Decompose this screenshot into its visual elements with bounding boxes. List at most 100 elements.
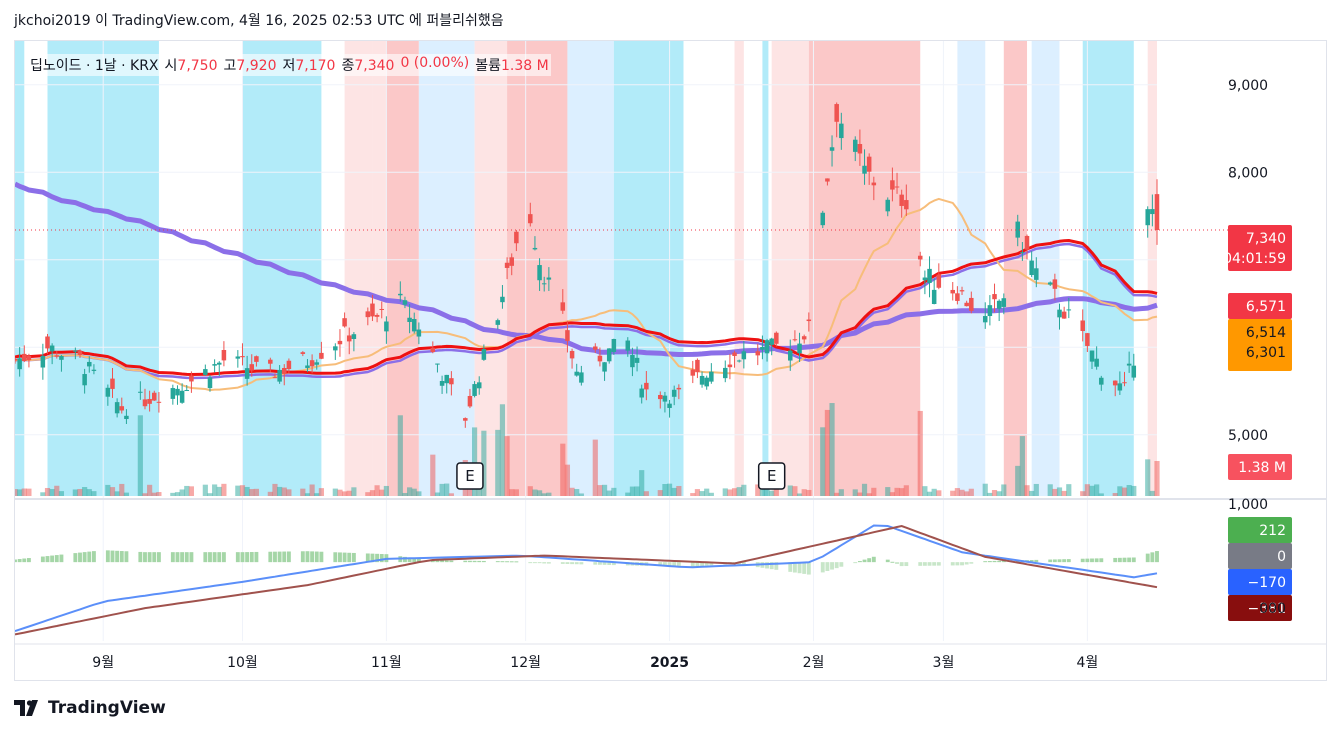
volume-bar [1015, 465, 1021, 496]
volume-bar [337, 489, 343, 496]
volume-bar [15, 489, 18, 496]
signal-band [771, 41, 809, 496]
candle-body [1117, 383, 1123, 391]
candle-body [1034, 268, 1039, 280]
candle-body [1024, 235, 1030, 250]
volume-bar [202, 484, 208, 496]
macd-axis-tick: 1,000 [1228, 497, 1268, 513]
candle-body [917, 255, 923, 260]
volume-bar [829, 403, 835, 496]
volume-bar [639, 470, 645, 496]
tradingview-logo[interactable]: TradingView [14, 698, 166, 718]
legend-high-label: 고 [223, 58, 237, 74]
volume-bar [866, 493, 872, 496]
ma-tag: 6,301 [1246, 345, 1286, 361]
time-axis-label: 2025 [650, 655, 689, 671]
candle-body [40, 355, 46, 368]
macd-histogram-bar [249, 552, 254, 563]
candle-body [579, 372, 584, 383]
volume-bar [58, 491, 65, 496]
chart-canvas[interactable]: E E 9,000 8,000 5,000 1,000 9월 10월 11월 12월 2025 2월 3… [15, 41, 1326, 680]
volume-bar [249, 489, 255, 496]
legend-low: 7,170 [295, 58, 336, 74]
macd-histogram-bar [430, 560, 435, 563]
volume-bar [1094, 484, 1100, 496]
candle-body [931, 289, 937, 304]
macd-histogram-bar [672, 562, 677, 567]
legend-volume-label: 볼륨 [475, 58, 501, 74]
macd-histogram-bar [338, 552, 342, 563]
candle-body [569, 350, 575, 359]
volume-bar [472, 427, 478, 496]
candle-body [170, 388, 176, 399]
macd-histogram-bar [839, 562, 844, 567]
macd-histogram-bar [314, 551, 319, 563]
candle-body [699, 375, 705, 385]
candle-body [54, 355, 60, 357]
volume-bar [314, 493, 320, 496]
candle-body [755, 351, 761, 356]
macd-histogram-bar [695, 562, 700, 567]
last-price-tag-bg [1228, 225, 1292, 271]
candle-body [1099, 377, 1104, 385]
volume-bar [857, 492, 863, 496]
signal-band [15, 41, 25, 496]
candle-body [138, 391, 143, 393]
macd-tag-bg [1228, 569, 1292, 595]
volume-bar [369, 490, 376, 496]
earnings-marker-label: E [767, 467, 776, 485]
candle-body [514, 231, 519, 244]
macd-histogram-bar [412, 558, 417, 563]
candle-body [866, 156, 872, 172]
macd-histogram-bar [542, 562, 547, 564]
macd-histogram-bar [87, 551, 92, 563]
macd-axis-tick-low: 000 [1259, 601, 1286, 617]
candle-body [435, 363, 440, 365]
legend-high: 7,920 [236, 58, 277, 74]
volume-bar [17, 489, 23, 496]
volume-bar [731, 488, 738, 496]
macd-histogram-bar [1113, 557, 1118, 563]
macd-histogram-bar [579, 562, 584, 565]
macd-histogram-bar [268, 551, 273, 563]
macd-histogram-bar [570, 562, 575, 565]
macd-histogram-bar [895, 562, 899, 564]
macd-histogram-bar [922, 562, 927, 566]
legend-symbol[interactable]: 딥노이드 · 1날 · KRX [30, 58, 159, 74]
macd-histogram-bar [208, 552, 212, 563]
candle-body [792, 339, 798, 341]
volume-bar [351, 487, 357, 496]
candle-body [602, 362, 607, 372]
macd-histogram-bar [91, 551, 96, 563]
ma-purple-long [15, 181, 1158, 357]
volume-bar [834, 492, 840, 496]
macd-histogram-bar [593, 562, 598, 565]
volume-bar [439, 483, 445, 496]
macd-histogram-bar [862, 559, 867, 563]
macd-histogram-bar [802, 562, 807, 574]
candle-body [1085, 333, 1090, 346]
macd-histogram-bar [830, 562, 834, 570]
macd-histogram-bar [857, 561, 862, 563]
volume-bar [676, 485, 682, 496]
candle-body [314, 362, 320, 365]
volume-bar [374, 485, 380, 496]
volume-bar [151, 492, 157, 496]
volume-bar [1126, 485, 1132, 496]
volume-bar [606, 490, 612, 496]
macd-histogram-bar [105, 550, 110, 563]
volume-bar [671, 487, 677, 496]
macd-histogram-bar [532, 562, 537, 564]
volume-bar [1061, 490, 1067, 496]
candle-body [286, 360, 292, 370]
candle-body [73, 350, 78, 352]
candle-body [346, 335, 352, 342]
candle-body [119, 406, 125, 411]
macd-histogram-bar [658, 562, 663, 567]
signal-band [344, 41, 373, 496]
candle-body [528, 214, 533, 224]
macd-histogram-bar [333, 552, 338, 563]
macd-histogram-bar [885, 559, 890, 563]
candle-body [1122, 382, 1127, 384]
volume-bar [1112, 493, 1118, 496]
